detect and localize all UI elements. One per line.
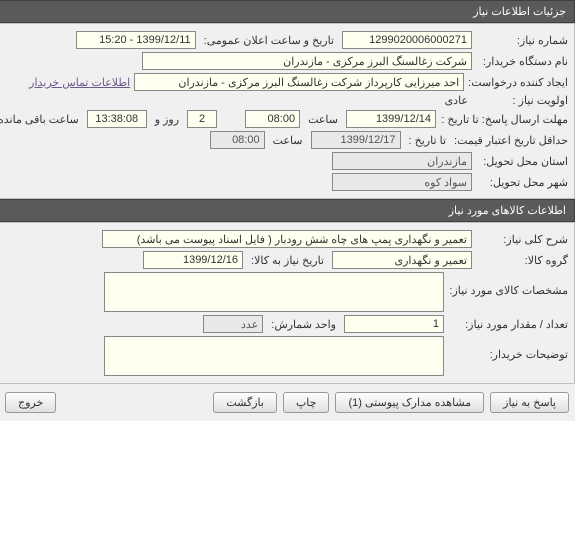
credit-time-label: ساعت: [270, 134, 308, 147]
contact-buyer-link[interactable]: اطلاعات تماس خریدار: [30, 76, 131, 89]
deadline-label: مهلت ارسال پاسخ: تا تاریخ :: [441, 113, 569, 126]
exit-button[interactable]: خروج: [6, 392, 57, 413]
credit-min-label: حداقل تاریخ اعتبار قیمت:: [455, 134, 569, 147]
print-button[interactable]: چاپ: [284, 392, 331, 413]
delivery-city-label: شهر محل تحویل:: [477, 176, 569, 189]
unit-label: واحد شمارش:: [268, 318, 341, 331]
priority-value: عادی: [442, 94, 473, 107]
need-number-label: شماره نیاز:: [477, 34, 569, 47]
goods-group-label: گروه کالا:: [477, 254, 569, 267]
delivery-city-field: [333, 173, 473, 191]
back-button[interactable]: بازگشت: [214, 392, 278, 413]
need-date-label: تاریخ نیاز به کالا:: [248, 254, 329, 267]
unit-field: [204, 315, 264, 333]
goods-group-field[interactable]: [333, 251, 473, 269]
buyer-org-field[interactable]: [143, 52, 473, 70]
attachments-button[interactable]: مشاهده مدارک پیوستی (1): [336, 392, 485, 413]
deadline-date-field[interactable]: [347, 110, 437, 128]
goods-spec-textarea[interactable]: [105, 272, 445, 312]
remain-label: ساعت باقی مانده: [0, 113, 84, 126]
general-desc-field[interactable]: [103, 230, 473, 248]
announce-datetime-field[interactable]: [77, 31, 197, 49]
button-row: پاسخ به نیاز مشاهده مدارک پیوستی (1) چاپ…: [0, 384, 576, 421]
need-date-field[interactable]: [144, 251, 244, 269]
buyer-notes-label: توضیحات خریدار:: [449, 336, 569, 361]
credit-date-label: تا تاریخ :: [406, 134, 451, 147]
quantity-field[interactable]: [345, 315, 445, 333]
days-label: روز و: [152, 113, 184, 126]
need-info-header: جزئیات اطلاعات نیاز: [0, 0, 576, 23]
days-remaining-field[interactable]: [188, 110, 218, 128]
requester-field[interactable]: [135, 73, 465, 91]
main-container: جزئیات اطلاعات نیاز شماره نیاز: تاریخ و …: [0, 0, 576, 421]
delivery-province-field: [333, 152, 473, 170]
deadline-time-field[interactable]: [246, 110, 301, 128]
goods-spec-label: مشخصات کالای مورد نیاز:: [449, 272, 569, 297]
quantity-label: تعداد / مقدار مورد نیاز:: [449, 318, 569, 331]
general-desc-label: شرح کلی نیاز:: [477, 233, 569, 246]
goods-info-header: اطلاعات کالاهای مورد نیاز: [0, 199, 576, 222]
buyer-org-label: نام دستگاه خریدار:: [477, 55, 569, 68]
credit-date-field: [312, 131, 402, 149]
deadline-time-label: ساعت: [305, 113, 343, 126]
need-info-body: شماره نیاز: تاریخ و ساعت اعلان عمومی: نا…: [0, 23, 576, 199]
priority-label: اولویت نیاز :: [477, 94, 569, 107]
respond-button[interactable]: پاسخ به نیاز: [491, 392, 570, 413]
need-number-field[interactable]: [343, 31, 473, 49]
credit-time-field: [211, 131, 266, 149]
requester-label: ایجاد کننده درخواست:: [469, 76, 569, 89]
buyer-notes-textarea[interactable]: [105, 336, 445, 376]
announce-datetime-label: تاریخ و ساعت اعلان عمومی:: [201, 34, 339, 47]
time-remaining-field[interactable]: [88, 110, 148, 128]
goods-info-body: شرح کلی نیاز: گروه کالا: تاریخ نیاز به ک…: [0, 222, 576, 384]
delivery-province-label: استان محل تحویل:: [477, 155, 569, 168]
